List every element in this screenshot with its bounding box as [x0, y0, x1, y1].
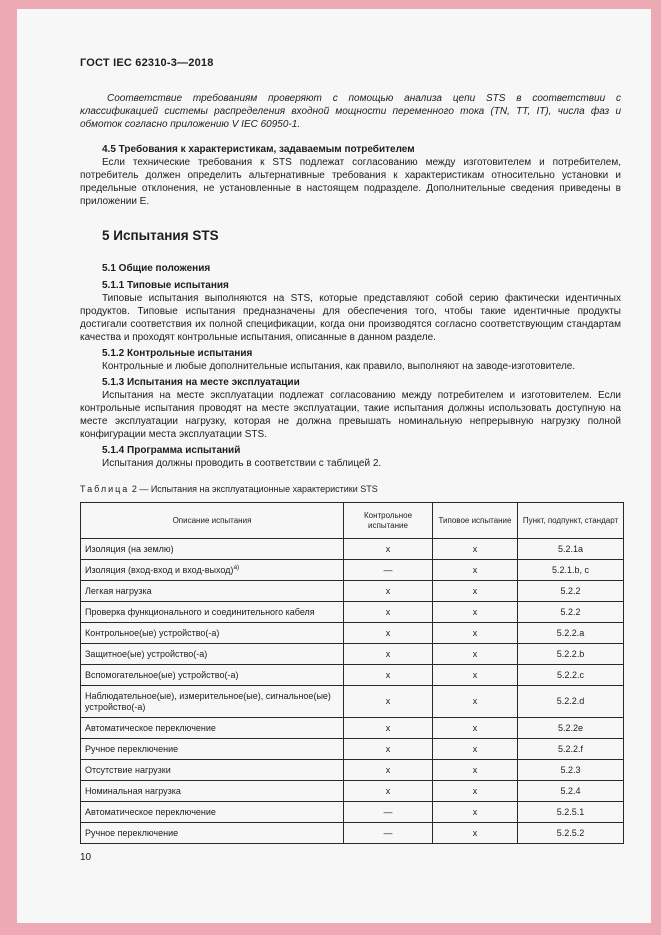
clause-cell: 5.2.3 [517, 759, 624, 781]
intro-note-paragraph: Соответствие требованиям проверяют с пом… [80, 93, 621, 130]
heading-5: 5 Испытания STS [102, 228, 219, 243]
clause-cell: 5.2.2 [517, 601, 624, 623]
table-row: Наблюдательное(ые), измерительное(ые), с… [80, 685, 624, 718]
test-description-cell: Ручное переключение [80, 738, 344, 760]
routine-test-cell: x [343, 685, 433, 718]
routine-test-cell: — [343, 559, 433, 581]
paragraph-5-1-2: Контрольные и любые дополнительные испыт… [102, 361, 576, 372]
test-description-cell: Защитное(ые) устройство(-а) [80, 643, 344, 665]
type-test-cell: x [432, 780, 518, 802]
routine-test-cell: x [343, 664, 433, 686]
test-description-cell: Номинальная нагрузка [80, 780, 344, 802]
clause-cell: 5.2.2 [517, 580, 624, 602]
table-row: Автоматическое переключение — x 5.2.5.1 [80, 801, 624, 823]
type-test-cell: x [432, 664, 518, 686]
table-row: Проверка функционального и соединительно… [80, 601, 624, 623]
heading-5-1: 5.1 Общие положения [102, 263, 211, 274]
test-description-cell: Легкая нагрузка [80, 580, 344, 602]
column-header-type-test: Типовое испытание [432, 502, 518, 539]
table-row: Вспомогательное(ые) устройство(-а) x x 5.2.… [80, 664, 624, 686]
clause-cell: 5.2.1.b, c [517, 559, 624, 581]
clause-cell: 5.2.4 [517, 780, 624, 802]
column-header-clause: Пункт, подпункт, стандарт [517, 502, 624, 539]
table-row: Номинальная нагрузка x x 5.2.4 [80, 780, 624, 802]
type-test-cell: x [432, 759, 518, 781]
page-number: 10 [80, 852, 92, 863]
type-test-cell: x [432, 801, 518, 823]
paragraph-4-5: Если технические требования к STS подлеж… [80, 157, 621, 207]
column-header-routine-test: Контрольное испытание [343, 502, 433, 539]
column-header-description: Описание испытания [80, 502, 344, 539]
test-description-cell: Изоляция (вход-вход и вход-выход)а) [80, 559, 344, 581]
routine-test-cell: x [343, 580, 433, 602]
table-caption-label: Таблица [80, 484, 130, 494]
heading-5-1-1: 5.1.1 Типовые испытания [102, 280, 229, 291]
routine-test-cell: x [343, 738, 433, 760]
clause-cell: 5.2.2.c [517, 664, 624, 686]
type-test-cell: x [432, 538, 518, 560]
table-row: Ручное переключение — x 5.2.5.2 [80, 822, 624, 844]
table-row: Автоматическое переключение x x 5.2.2e [80, 717, 624, 739]
test-description-cell: Отсутствие нагрузки [80, 759, 344, 781]
table-row: Изоляция (вход-вход и вход-выход)а) — x 5.2… [80, 559, 624, 581]
type-test-cell: x [432, 601, 518, 623]
test-description-cell: Проверка функционального и соединительно… [80, 601, 344, 623]
document-title: ГОСТ IEC 62310-3—2018 [80, 57, 214, 69]
routine-test-cell: x [343, 759, 433, 781]
test-description-cell: Автоматическое переключение [80, 717, 344, 739]
test-description-cell: Вспомогательное(ые) устройство(-а) [80, 664, 344, 686]
table-row: Защитное(ые) устройство(-а) x x 5.2.2.b [80, 643, 624, 665]
tests-table: Описание испытания Контрольное испытание… [80, 502, 624, 844]
heading-5-1-2: 5.1.2 Контрольные испытания [102, 348, 253, 359]
type-test-cell: x [432, 717, 518, 739]
clause-cell: 5.2.2e [517, 717, 624, 739]
page-content: ГОСТ IEC 62310-3—2018 Соответствие требо… [80, 9, 624, 864]
test-description-cell: Наблюдательное(ые), измерительное(ые), с… [80, 685, 344, 718]
paragraph-5-1-4: Испытания должны проводить в соответстви… [102, 458, 382, 469]
clause-cell: 5.2.1a [517, 538, 624, 560]
heading-5-1-4: 5.1.4 Программа испытаний [102, 445, 241, 456]
routine-test-cell: x [343, 538, 433, 560]
paragraph-5-1-3: Испытания на месте эксплуатации подлежат… [80, 390, 621, 440]
clause-cell: 5.2.2.d [517, 685, 624, 718]
document-page: ГОСТ IEC 62310-3—2018 Соответствие требо… [17, 9, 651, 923]
type-test-cell: x [432, 643, 518, 665]
type-test-cell: x [432, 559, 518, 581]
footnote-marker: а) [233, 563, 240, 571]
tests-table-body: Изоляция (на землю) x x 5.2.1a Изоляция (вхо… [80, 538, 624, 844]
routine-test-cell: — [343, 822, 433, 844]
type-test-cell: x [432, 738, 518, 760]
table-caption-text: 2 — Испытания на эксплуатационные характ… [131, 484, 378, 494]
table-row: Контрольное(ые) устройство(-а) x x 5.2.2.a [80, 622, 624, 644]
table-row: Отсутствие нагрузки x x 5.2.3 [80, 759, 624, 781]
routine-test-cell: x [343, 601, 433, 623]
table-header-row: Описание испытания Контрольное испытание… [80, 502, 624, 539]
table-caption: Таблица 2 — Испытания на эксплуатационны… [80, 483, 621, 496]
test-description-cell: Ручное переключение [80, 822, 344, 844]
table-row: Легкая нагрузка x x 5.2.2 [80, 580, 624, 602]
clause-cell: 5.2.5.1 [517, 801, 624, 823]
table-row: Ручное переключение x x 5.2.2.f [80, 738, 624, 760]
routine-test-cell: — [343, 801, 433, 823]
clause-cell: 5.2.2.f [517, 738, 624, 760]
type-test-cell: x [432, 580, 518, 602]
clause-cell: 5.2.2.b [517, 643, 624, 665]
test-description-cell: Контрольное(ые) устройство(-а) [80, 622, 344, 644]
clause-cell: 5.2.2.a [517, 622, 624, 644]
routine-test-cell: x [343, 622, 433, 644]
table-row: Изоляция (на землю) x x 5.2.1a [80, 538, 624, 560]
type-test-cell: x [432, 622, 518, 644]
heading-5-1-3: 5.1.3 Испытания на месте эксплуатации [102, 377, 300, 388]
type-test-cell: x [432, 822, 518, 844]
routine-test-cell: x [343, 717, 433, 739]
test-description-cell: Изоляция (на землю) [80, 538, 344, 560]
paragraph-5-1-1: Типовые испытания выполняются на STS, ко… [80, 293, 621, 343]
routine-test-cell: x [343, 780, 433, 802]
type-test-cell: x [432, 685, 518, 718]
heading-4-5: 4.5 Требования к характеристикам, задава… [102, 144, 415, 155]
test-description-cell: Автоматическое переключение [80, 801, 344, 823]
routine-test-cell: x [343, 643, 433, 665]
clause-cell: 5.2.5.2 [517, 822, 624, 844]
